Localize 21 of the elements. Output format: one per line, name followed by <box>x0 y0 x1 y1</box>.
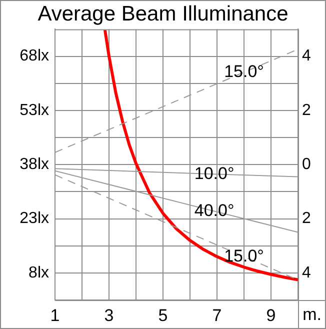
x-tick-label: 5 <box>158 306 168 325</box>
chart-title: Average Beam Illuminance <box>38 2 288 26</box>
y2-tick-label: 4 <box>302 264 311 282</box>
y2-tick-label: 2 <box>302 210 311 228</box>
x-tick-label: 7 <box>212 306 222 325</box>
series-label: 15.0° <box>224 246 264 266</box>
x-tick-label: 3 <box>104 306 114 325</box>
x-tick-label: 1 <box>50 306 60 325</box>
y2-tick-label: 0 <box>302 156 311 174</box>
series-label: 10.0° <box>194 164 234 183</box>
y2-tick-label: 4 <box>302 48 311 65</box>
x-tick-label: 9 <box>266 306 276 325</box>
y-tick-label: 23lx <box>20 210 49 228</box>
series-label: 40.0° <box>194 200 234 220</box>
series-label: 15.0° <box>224 62 264 81</box>
y-tick-label: 8lx <box>28 264 49 282</box>
y-tick-label: 38lx <box>20 156 49 174</box>
y-tick-label: 68lx <box>20 48 49 65</box>
y2-tick-label: 2 <box>302 102 311 119</box>
x-axis-title: m. <box>302 305 322 324</box>
y-tick-label: 53lx <box>20 102 49 119</box>
